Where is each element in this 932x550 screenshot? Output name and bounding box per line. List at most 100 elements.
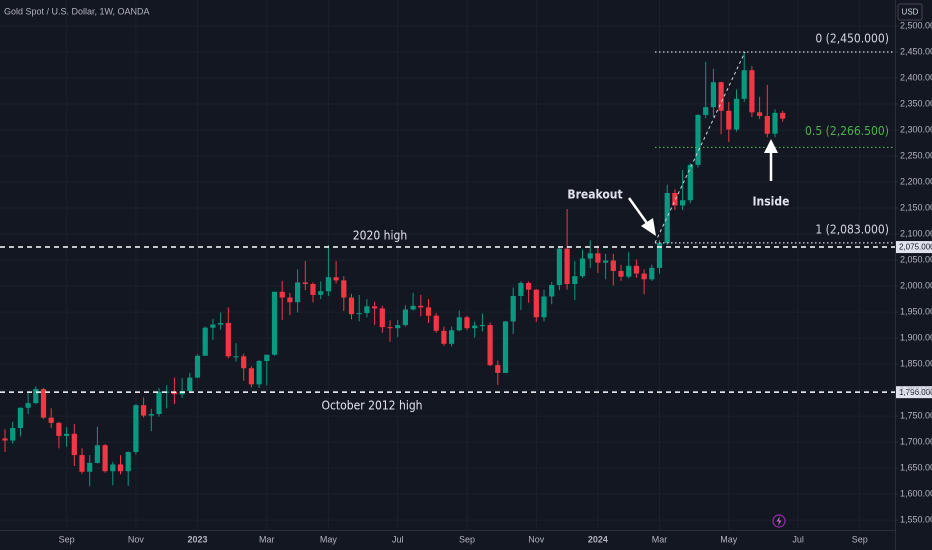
candle-body xyxy=(549,285,555,297)
candle-body xyxy=(271,291,278,355)
candle-body xyxy=(40,389,47,418)
candle-body xyxy=(449,330,455,344)
fib-label: 1 (2,083.000) xyxy=(815,222,889,236)
y-tick-label: 2,250.000 xyxy=(900,150,932,160)
candle-body xyxy=(579,258,586,277)
candle-body xyxy=(703,107,709,115)
y-tick-label: 2,000.000 xyxy=(900,280,932,290)
alert-icon[interactable] xyxy=(772,514,786,528)
candle-body xyxy=(71,433,77,456)
candle-body xyxy=(587,253,593,259)
candle-body xyxy=(441,330,447,344)
candle-body xyxy=(510,295,516,322)
candle-body xyxy=(295,282,301,303)
candle-body xyxy=(641,273,647,280)
candle-body xyxy=(418,305,424,308)
candle-body xyxy=(757,112,763,116)
candle-body xyxy=(225,322,231,357)
currency-box xyxy=(897,3,923,21)
breakout-arrow xyxy=(627,197,656,236)
candle-body xyxy=(656,242,663,268)
candle-body xyxy=(726,110,732,130)
y-tick-label: 2,050.000 xyxy=(900,254,932,264)
candle-body xyxy=(279,291,285,298)
candle-body xyxy=(518,282,524,296)
candle-body xyxy=(325,277,331,292)
candle-body xyxy=(256,360,262,385)
y-tick-label: 2,300.000 xyxy=(900,124,932,134)
x-tick-label: May xyxy=(720,534,738,544)
candle-body xyxy=(718,82,724,111)
candle-body xyxy=(210,324,216,328)
inside-arrow xyxy=(764,139,778,181)
candle-body xyxy=(10,428,16,441)
candle-body xyxy=(764,115,770,134)
x-tick-label: Jul xyxy=(792,534,804,544)
candle-body xyxy=(626,265,632,277)
candle-body xyxy=(772,112,778,134)
candle-body xyxy=(148,414,154,416)
x-tick-label: 2024 xyxy=(588,534,608,544)
chart-title: Gold Spot / U.S. Dollar, 1W, OANDA xyxy=(4,6,150,16)
arrow-head xyxy=(641,218,656,236)
y-tick-label: 2,400.000 xyxy=(900,72,932,82)
price-label-box xyxy=(896,386,932,399)
y-tick-label: 1,550.000 xyxy=(900,514,932,524)
candle-body xyxy=(194,355,201,378)
candle-body xyxy=(372,306,378,309)
candle-body xyxy=(595,253,601,263)
candle-body xyxy=(433,315,439,331)
candle-body xyxy=(464,317,470,329)
candle-body xyxy=(94,445,100,463)
candle-body xyxy=(564,248,570,284)
y-tick-label: 1,750.000 xyxy=(900,410,932,420)
annotation: Breakout xyxy=(567,188,622,202)
candle-body xyxy=(633,265,639,274)
y-tick-label: 2,500.000 xyxy=(900,20,932,30)
candle-body xyxy=(479,325,485,327)
candle-body xyxy=(710,82,716,108)
candles xyxy=(2,52,786,487)
candle-body xyxy=(495,365,501,373)
y-tick-label: 1,950.000 xyxy=(900,306,932,316)
y-tick-label: 1,800.000 xyxy=(900,384,932,394)
candle-body xyxy=(318,291,324,295)
candle-body xyxy=(79,455,85,472)
y-tick-label: 2,200.000 xyxy=(900,176,932,186)
candle-body xyxy=(749,70,755,113)
candle-body xyxy=(395,325,401,329)
candle-body xyxy=(572,276,578,284)
candle-body xyxy=(287,297,293,303)
candle-body xyxy=(156,391,162,415)
candle-body xyxy=(17,407,23,429)
candle-body xyxy=(364,306,370,314)
candle-body xyxy=(387,327,393,329)
y-tick-label: 2,100.000 xyxy=(900,228,932,238)
candle-body xyxy=(672,192,678,206)
fib-label: 0.5 (2,266.500) xyxy=(805,124,889,138)
x-tick-label: Nov xyxy=(128,534,145,544)
candle-body xyxy=(117,464,124,472)
candle-body xyxy=(780,112,786,119)
drawings: 2020 high 2,075.000 October 2012 high 1,796… xyxy=(0,32,932,413)
icon-ring xyxy=(772,514,786,528)
candle-body xyxy=(233,356,239,358)
candle-body xyxy=(610,260,616,271)
candle-body xyxy=(618,270,624,277)
level-text: October 2012 high xyxy=(321,399,422,413)
candle-body xyxy=(310,283,316,295)
candle-body xyxy=(472,325,478,329)
candle-body xyxy=(402,309,408,326)
y-tick-label: 2,450.000 xyxy=(900,46,932,56)
candle-body xyxy=(133,405,139,452)
trend-line xyxy=(654,51,746,244)
level-text: 2020 high xyxy=(353,229,407,243)
candle-body xyxy=(64,433,70,436)
candle-body xyxy=(33,389,39,404)
candle-body xyxy=(241,356,247,369)
candle-body xyxy=(456,317,462,331)
candle-body xyxy=(333,277,339,281)
candle-body xyxy=(187,377,193,392)
annotation: Inside xyxy=(753,195,790,209)
